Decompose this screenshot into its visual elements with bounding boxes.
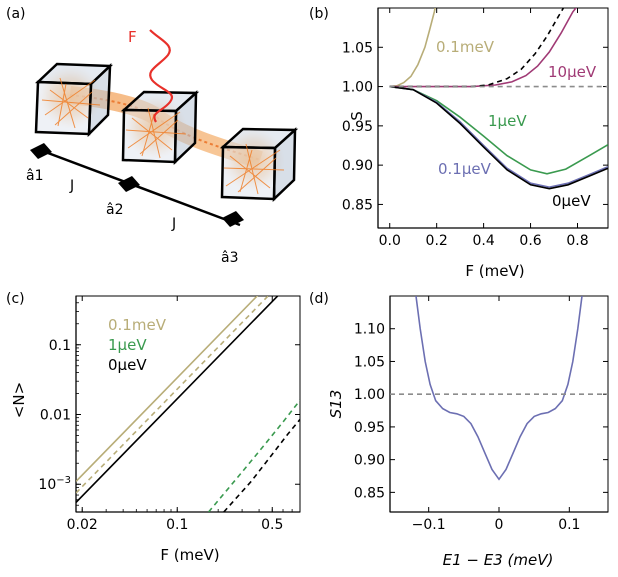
series-line	[389, 85, 608, 175]
hopping-label-1: J	[69, 178, 74, 194]
x-tick-label: 0	[495, 517, 504, 533]
y-tick-label: 0.95	[354, 420, 385, 436]
panel-b-label: (b)	[309, 6, 329, 22]
x-tick-label: 0.6	[519, 233, 541, 249]
x-tick-label: 0.8	[566, 233, 588, 249]
y-tick-label: 1.05	[354, 354, 385, 370]
site-label-1: â1	[26, 168, 44, 184]
panel-d-axes: −0.1 0 0.1 0.85 0.90 0.95 1.00 1.05 1.10	[354, 296, 608, 533]
y-tick-label: 0.95	[342, 119, 373, 135]
label-0ueV: 0μeV	[552, 192, 591, 210]
drive-label: F	[128, 28, 137, 46]
legend-1ueV: 1μeV	[108, 336, 147, 354]
series-line	[389, 85, 608, 190]
hopping-label-2: J	[171, 216, 176, 232]
drive-wave	[149, 29, 173, 123]
y-tick-label: 1.10	[354, 322, 385, 338]
x-tick-label: −0.1	[412, 517, 446, 533]
panel-a-label: (a)	[6, 6, 26, 22]
x-tick-label: 0.4	[472, 233, 494, 249]
cube-2	[120, 90, 200, 165]
y-tick-label: 1.00	[342, 80, 373, 96]
y-tick-label: 1.05	[342, 40, 373, 56]
panel-d-xlabel: E1 − E3 (meV)	[443, 551, 554, 569]
cube-3	[219, 127, 299, 202]
series-line	[389, 8, 577, 88]
x-tick-label: 0.1	[166, 517, 188, 533]
y-tick-label: 0.90	[354, 453, 385, 469]
legend-0.1meV: 0.1meV	[108, 316, 167, 334]
panel-c-label: (c)	[6, 291, 25, 307]
y-tick-label: 0.90	[342, 158, 373, 174]
panel-c: (c) 0.02 0.1 0.5 10−3 0.01 0.1 <N> F (meV) 0.…	[6, 291, 301, 564]
x-tick-label: 0.02	[67, 517, 98, 533]
x-tick-label: 0.0	[379, 233, 401, 249]
chain-line	[39, 148, 241, 227]
site-label-3: â3	[221, 250, 239, 266]
panel-d-series	[390, 296, 608, 481]
panel-b: (b) 0.0 0.2 0.4 0.6 0.80.850.900.951.001.05 …	[309, 6, 609, 280]
series-line	[76, 296, 279, 503]
panel-b-xlabel: F (meV)	[465, 262, 524, 280]
series-line	[207, 399, 300, 512]
y-tick-label: 0.01	[40, 407, 71, 423]
panel-d-ylabel: S13	[327, 390, 345, 419]
label-10ueV: 10μeV	[548, 63, 597, 81]
series-line	[389, 85, 608, 188]
series-line	[76, 296, 270, 494]
series-line	[223, 418, 300, 512]
y-tick-label: 0.85	[342, 197, 373, 213]
y-tick-label: 0.1	[49, 338, 71, 354]
panel-c-series	[76, 296, 300, 512]
y-tick-label: 10−3	[38, 475, 71, 493]
series-line	[415, 296, 583, 481]
panel-b-series	[389, 8, 608, 190]
panel-c-xlabel: F (meV)	[160, 546, 219, 564]
x-tick-label: 0.1	[558, 517, 580, 533]
label-1ueV: 1μeV	[488, 112, 527, 130]
panel-a: (a) â1 â2 â3 J J	[6, 6, 299, 266]
y-tick-label: 0.85	[354, 485, 385, 501]
label-0.1ueV: 0.1μeV	[438, 160, 492, 178]
series-line	[76, 296, 259, 482]
site-1	[30, 143, 52, 159]
panel-d: (d) −0.1 0 0.1 0.85 0.90 0.95 1.00 1.05 1.10 S13…	[309, 291, 609, 569]
panel-d-label: (d)	[309, 291, 329, 307]
site-label-2: â2	[106, 202, 124, 218]
panel-c-ylabel: <N>	[10, 382, 28, 418]
label-0.1meV: 0.1meV	[436, 38, 495, 56]
panel-b-ylabel: S	[348, 111, 366, 121]
series-line	[389, 8, 436, 88]
x-tick-label: 0.2	[426, 233, 448, 249]
panel-b-axes: 0.0 0.2 0.4 0.6 0.8 0.85 0.90 0.95 1.00 1.05	[342, 8, 608, 249]
site-2	[118, 176, 140, 192]
x-tick-label: 0.5	[261, 517, 283, 533]
legend-0ueV: 0μeV	[108, 356, 147, 374]
site-3	[222, 211, 244, 227]
y-tick-label: 1.00	[354, 387, 385, 403]
panel-c-axes: 0.02 0.1 0.5 10−3 0.01 0.1	[38, 295, 301, 533]
cube-1	[34, 62, 114, 138]
